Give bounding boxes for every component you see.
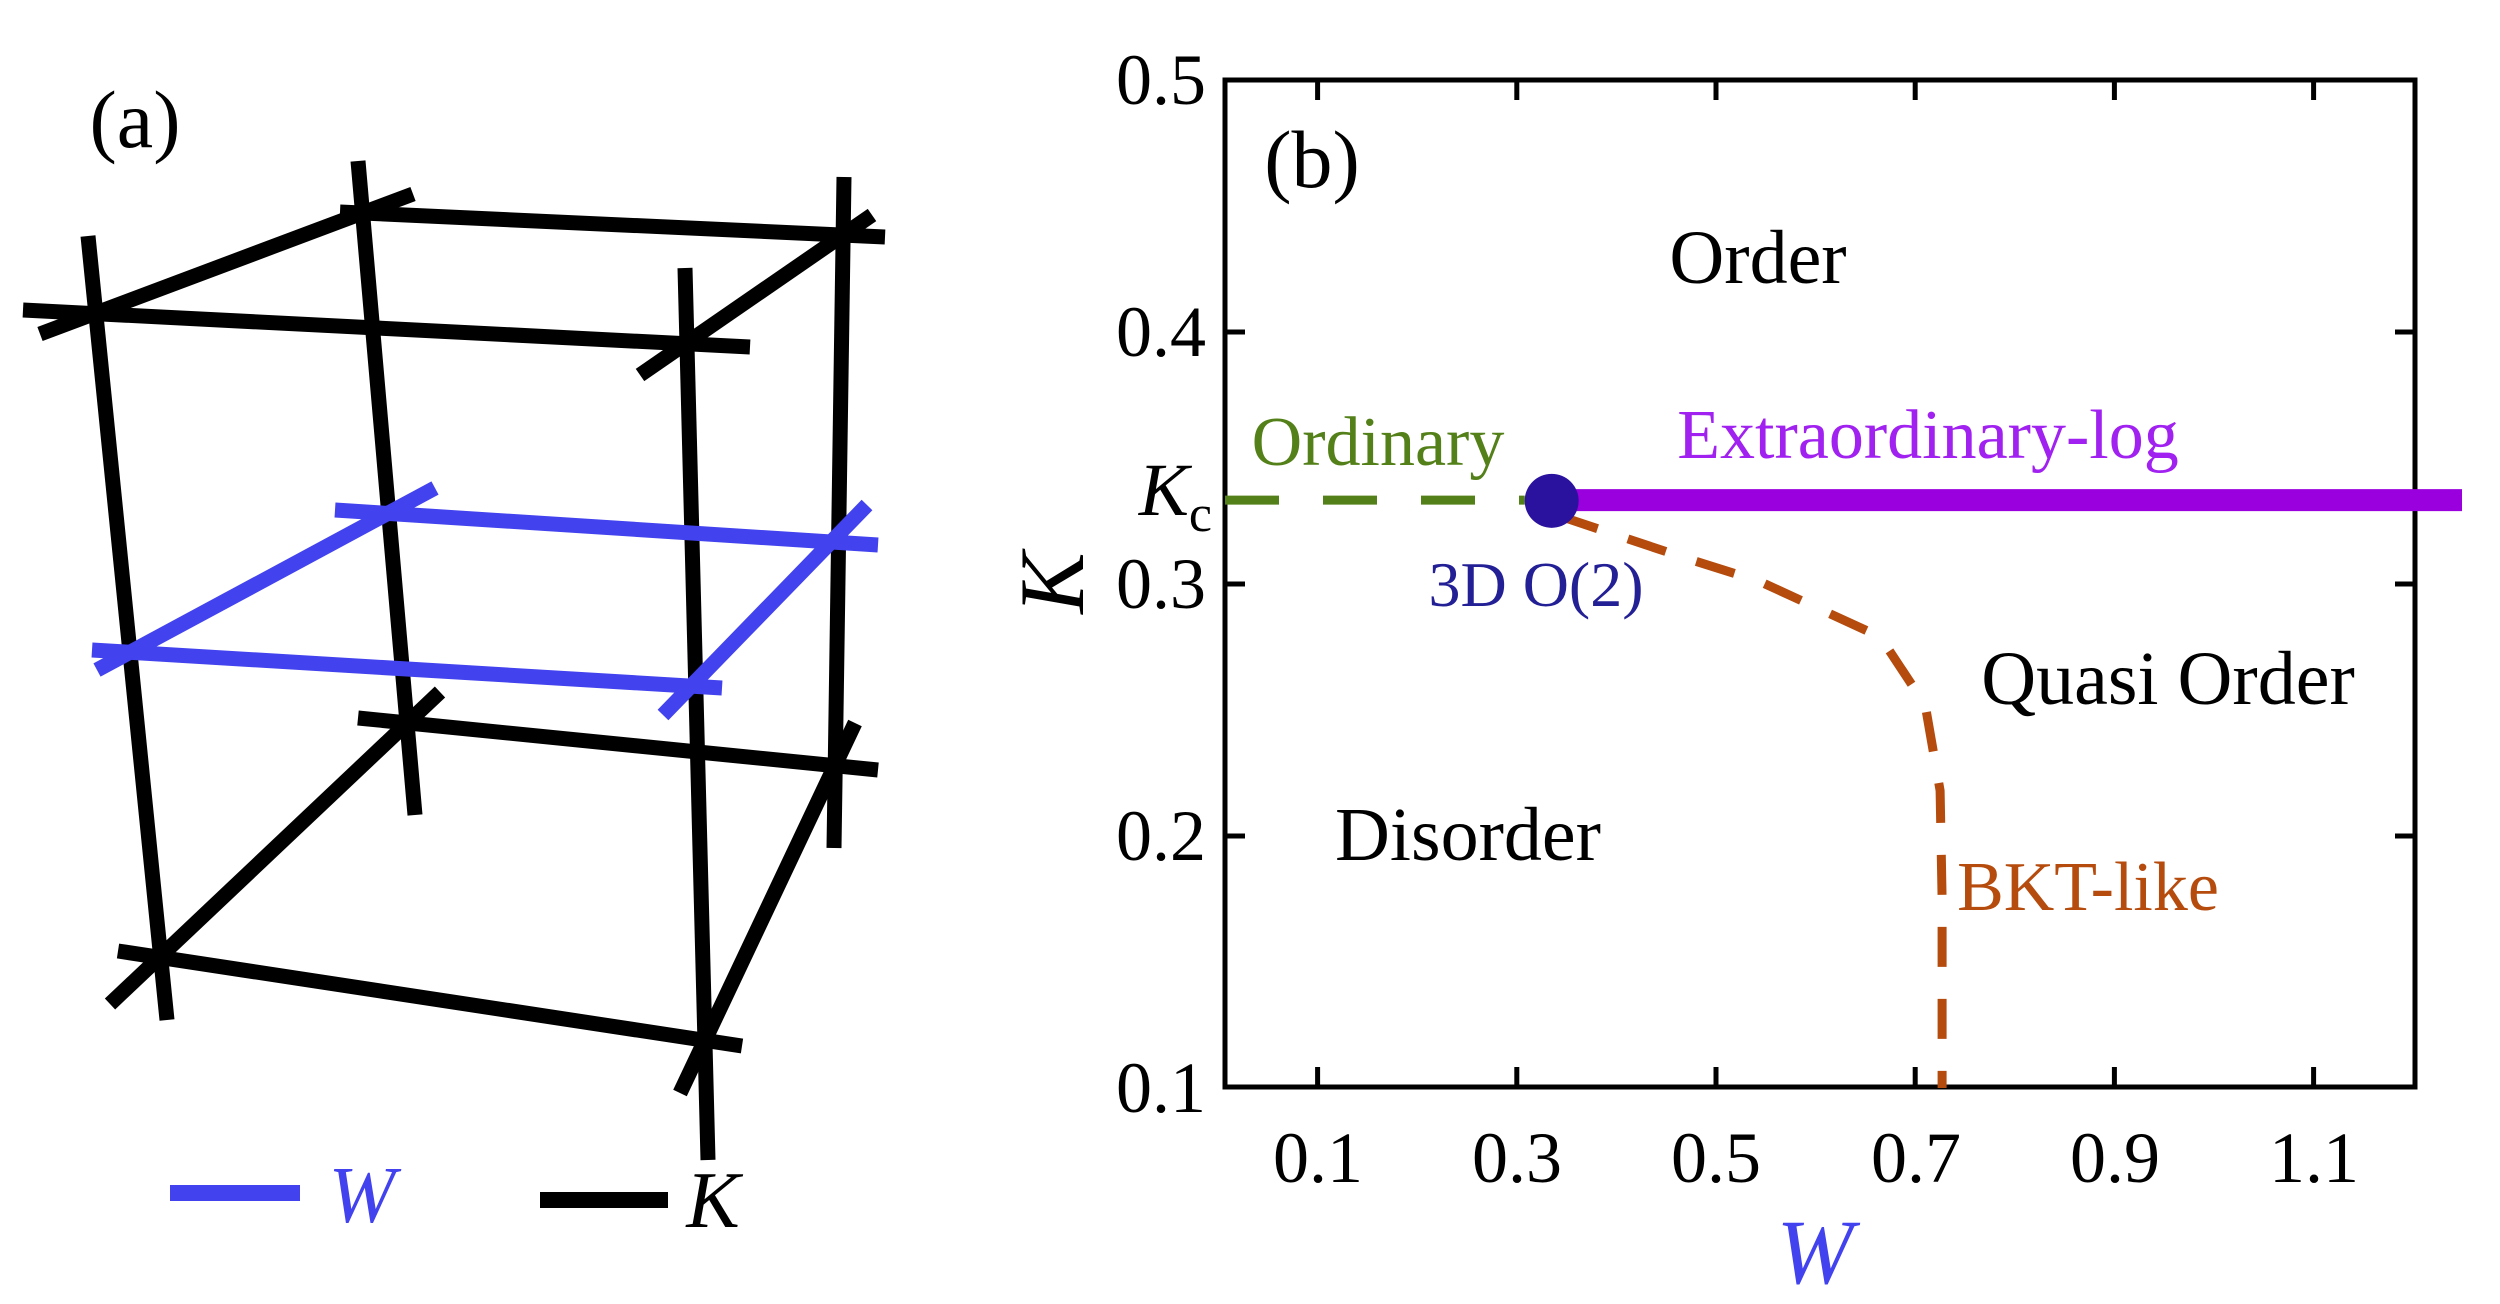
bond-legend-segments bbox=[170, 1185, 668, 1208]
k-bond-line bbox=[826, 176, 852, 849]
legend-k-label: K bbox=[686, 1157, 740, 1245]
kc-subscript: c bbox=[1188, 486, 1212, 543]
k-bond-line bbox=[22, 302, 751, 355]
y-tick-label-0.5: 0.5 bbox=[1116, 40, 1206, 120]
panel-a-label: (a) bbox=[89, 74, 181, 165]
boundary-bkt-like bbox=[1558, 511, 1947, 1088]
w-bond-line bbox=[91, 642, 723, 696]
kc-symbol: K bbox=[1138, 449, 1189, 532]
y-tick-label-0.1: 0.1 bbox=[1116, 1048, 1206, 1128]
x-tick-label-1.1: 1.1 bbox=[2269, 1118, 2359, 1198]
phase-diagram-plot bbox=[1222, 77, 2462, 1090]
region-disorder-label: Disorder bbox=[1335, 793, 1601, 877]
legend-w-label: W bbox=[328, 1152, 396, 1240]
k-bond-line bbox=[80, 235, 175, 1021]
y-tick-label-0.4: 0.4 bbox=[1116, 292, 1206, 372]
x-axis-title: W bbox=[1776, 1201, 1854, 1303]
y-tick-label-0.3: 0.3 bbox=[1116, 544, 1206, 624]
y-axis-title: K bbox=[1001, 552, 1103, 614]
k-bond-line bbox=[677, 267, 716, 1161]
x-tick-label-0.7: 0.7 bbox=[1871, 1118, 1961, 1198]
k-bond-line bbox=[350, 160, 423, 816]
k-bond-line bbox=[673, 719, 862, 1097]
region-order-label: Order bbox=[1669, 216, 1847, 300]
k-bond-line bbox=[116, 943, 744, 1054]
x-tick-label-0.5: 0.5 bbox=[1671, 1118, 1761, 1198]
bkt-like-label: BKT-like bbox=[1957, 849, 2219, 926]
x-tick-label-0.1: 0.1 bbox=[1273, 1118, 1363, 1198]
x-tick-label-0.9: 0.9 bbox=[2070, 1118, 2160, 1198]
critical-point-label: 3D O(2) bbox=[1428, 549, 1644, 620]
panel-b-label: (b) bbox=[1264, 114, 1360, 205]
kc-axis-label: Kc bbox=[1139, 453, 1212, 541]
k-bond-line bbox=[357, 710, 879, 778]
critical-point-dot bbox=[1524, 473, 1579, 528]
k-bond-line bbox=[635, 208, 877, 382]
k-bond-line bbox=[104, 686, 446, 1010]
x-tick-label-0.3: 0.3 bbox=[1472, 1118, 1562, 1198]
ordinary-transition-label: Ordinary bbox=[1251, 404, 1505, 481]
y-tick-label-0.2: 0.2 bbox=[1116, 796, 1206, 876]
cubic-lattice-diagram bbox=[22, 160, 886, 1161]
w-bond-line bbox=[334, 502, 879, 553]
k-bond-line bbox=[339, 204, 886, 245]
extraordinary-log-label: Extraordinary-log bbox=[1677, 397, 2179, 474]
w-bond-line bbox=[657, 499, 873, 721]
region-quasi-order-label: Quasi Order bbox=[1981, 637, 2355, 721]
